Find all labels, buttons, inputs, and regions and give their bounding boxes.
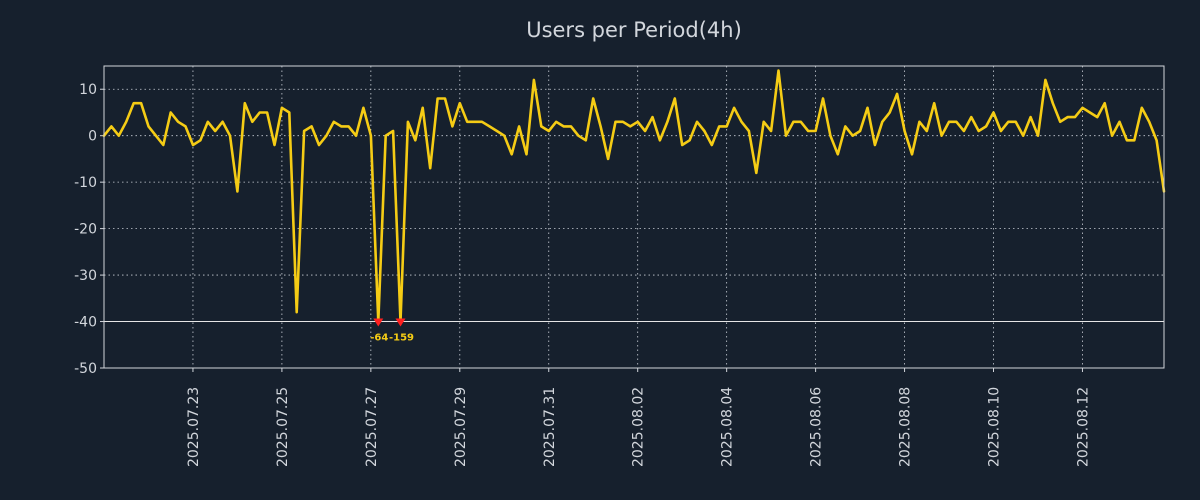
x-tick-label: 2025.08.04 [720,387,736,467]
series-layer [102,69,1166,323]
series-line-users [102,69,1166,323]
x-tick-label: 2025.07.31 [542,387,558,467]
x-tick-label: 2025.08.02 [631,387,647,467]
y-tick-label: -40 [74,315,97,331]
x-tick-label: 2025.08.06 [809,387,825,467]
x-tick-label: 2025.07.27 [364,387,380,467]
annotation-label: -159 [389,333,414,344]
plot-frame [103,65,1165,369]
y-tick-label: -30 [74,268,97,284]
x-tick-label: 2025.07.25 [275,387,291,467]
y-tick-label: -10 [74,175,97,191]
grid-layer [104,66,1164,368]
x-tick-label: 2025.07.29 [453,387,469,467]
x-axis: 2025.07.23 2025.07.25 2025.07.27 2025.07.29… [186,368,1091,467]
y-tick-label: -50 [74,361,97,377]
y-axis: 10 0 -10 -20 -30 -40 -50 [74,82,104,377]
chart-title: Users per Period(4h) [526,18,742,42]
y-tick-label: 10 [79,82,97,98]
x-tick-label: 2025.08.12 [1075,387,1091,467]
y-tick-label: -20 [74,222,97,238]
y-tick-label: 0 [88,129,97,145]
annotation-label: -64 [370,333,388,344]
annotation-layer: -64 -159 [370,318,414,344]
annotation-marker [373,318,384,327]
x-tick-label: 2025.08.10 [987,387,1003,467]
x-tick-label: 2025.07.23 [186,387,202,467]
x-tick-label: 2025.08.08 [898,387,914,467]
annotation-marker [395,318,406,327]
